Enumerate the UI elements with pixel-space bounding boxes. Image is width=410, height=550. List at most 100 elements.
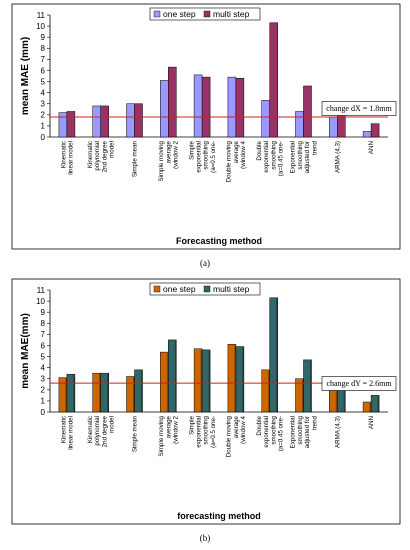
legend-label: multi step [213,284,250,294]
x-category-label: ANN [368,141,375,154]
x-category-label: Simple movingaverage(window 2 [158,140,179,181]
x-category-label: Simpleexponentialsmoothing(a=0.5 one- [188,415,217,447]
bar-shadow [141,370,143,412]
bar-one-step [58,112,68,138]
reference-label-box [321,101,397,116]
bar-shadow [99,374,101,412]
y-tick-label: 10 [36,22,45,31]
legend-swatch [203,10,211,18]
y-axis-title: mean MAE (mm) [20,37,31,115]
bar-shadow [234,345,236,412]
x-category-label: Kinematiclinear model [60,141,74,175]
bar-shadow [377,396,380,412]
legend-swatch [153,285,161,293]
y-tick-label: 0 [41,133,46,142]
bar-shadow [268,370,270,412]
x-category-label: Kinematicpolynomial2nd degreemodel [87,140,116,172]
y-tick-label: 5 [41,352,46,361]
bar-multi-step [66,374,76,413]
bar-one-step [227,76,237,138]
x-category-label: Exponentialsmoothingadjusted fortrend [290,140,319,173]
y-tick-label: 4 [41,363,46,372]
bar-multi-step [66,111,76,138]
bar-multi-step [370,395,380,413]
bar-shadow [343,385,346,412]
legend-label: multi step [213,9,250,19]
legend-label: one step [163,9,196,19]
reference-label-box [321,376,397,391]
panel-label: (b) [200,533,211,543]
y-axis-title: mean MAE(mm) [20,313,31,389]
y-tick-label: 2 [41,386,46,395]
panel-label: (a) [200,258,210,268]
bar-shadow [107,374,109,412]
bar-multi-step [303,359,312,413]
x-category-label: Kinematicpolynomial2nd degreemodel [87,415,116,447]
y-tick-label: 9 [41,33,46,42]
y-tick-label: 6 [41,341,46,350]
bar-shadow [302,379,304,412]
bar-multi-step [134,369,143,413]
bar-multi-step [100,372,109,413]
bar-shadow [242,347,244,412]
x-category-label: Kinematiclinear model [60,416,74,450]
chart-a: 0 1 2 3 4 5 6 7 8 9 10 11 mean MAE (mm) Kinematicline… [11,3,401,268]
x-category-label: Simple mean [132,140,139,177]
bar-one-step [261,100,270,138]
x-category-label: Simple movingaverage(window 2 [158,415,179,456]
y-tick-label: 7 [41,55,46,64]
bar-one-step [329,116,338,138]
bar-shadow [276,298,278,412]
y-tick-label: 1 [41,122,46,131]
y-tick-label: 0 [41,408,46,417]
y-tick-label: 8 [41,319,46,328]
bar-one-step [362,131,372,138]
x-category-label: Doubleexponentialsmoothing(a=0.45 one- [256,140,285,176]
reference-label: change dY = 2.6mm [326,379,392,388]
x-category-label: Double movingaverage(window 4 [226,415,247,457]
legend-label: one step [163,284,196,294]
legend-swatch [203,285,211,293]
bar-multi-step [168,66,177,138]
y-tick-label: 8 [41,44,46,53]
x-category-label: Doubleexponentialsmoothing(a=0.45 one- [256,415,285,451]
y-tick-label: 4 [41,88,46,97]
x-category-label: Exponentialsmoothingadjusted fortrend [290,415,319,448]
bar-one-step [160,80,169,138]
x-category-label: ARMA (4,3) [334,416,341,448]
y-tick-label: 6 [41,66,46,75]
bar-shadow [369,403,372,412]
x-axis-title: forecasting method [177,511,261,521]
bar-shadow [200,349,203,412]
y-tick-label: 3 [41,100,46,109]
legend-swatch [153,10,161,18]
bar-multi-step [235,346,245,413]
bar-shadow [65,378,67,412]
bar-multi-step [100,105,109,138]
bar-one-step [126,103,135,138]
bar-shadow [310,360,312,412]
bar-shadow [208,350,211,412]
chart-b: 0 1 2 3 4 5 6 7 8 9 10 11 mean MAE(mm) Kinematiclinea… [11,278,401,543]
bar-multi-step [168,339,177,413]
bar-shadow [73,375,75,412]
y-tick-label: 10 [36,297,45,306]
bar-multi-step [235,77,245,138]
x-category-label: ARMA (4,3) [334,141,341,173]
bar-multi-step [370,123,380,138]
bar-shadow [335,381,338,412]
x-category-label: Simpleexponentialsmoothing(a=0.5 one- [188,140,217,172]
bar-multi-step [269,22,278,138]
y-tick-label: 1 [41,397,46,406]
y-tick-label: 11 [37,11,46,20]
y-tick-label: 3 [41,375,46,384]
y-tick-label: 11 [37,286,46,295]
bar-multi-step [201,76,211,138]
bar-one-step [193,74,203,138]
x-category-label: ANN [368,416,375,429]
y-tick-label: 5 [41,77,46,86]
x-category-label: Double movingaverage(window 4 [226,140,247,182]
reference-label: change dX = 1.8mm [326,104,392,113]
bar-shadow [166,353,169,412]
bar-one-step [295,111,304,138]
